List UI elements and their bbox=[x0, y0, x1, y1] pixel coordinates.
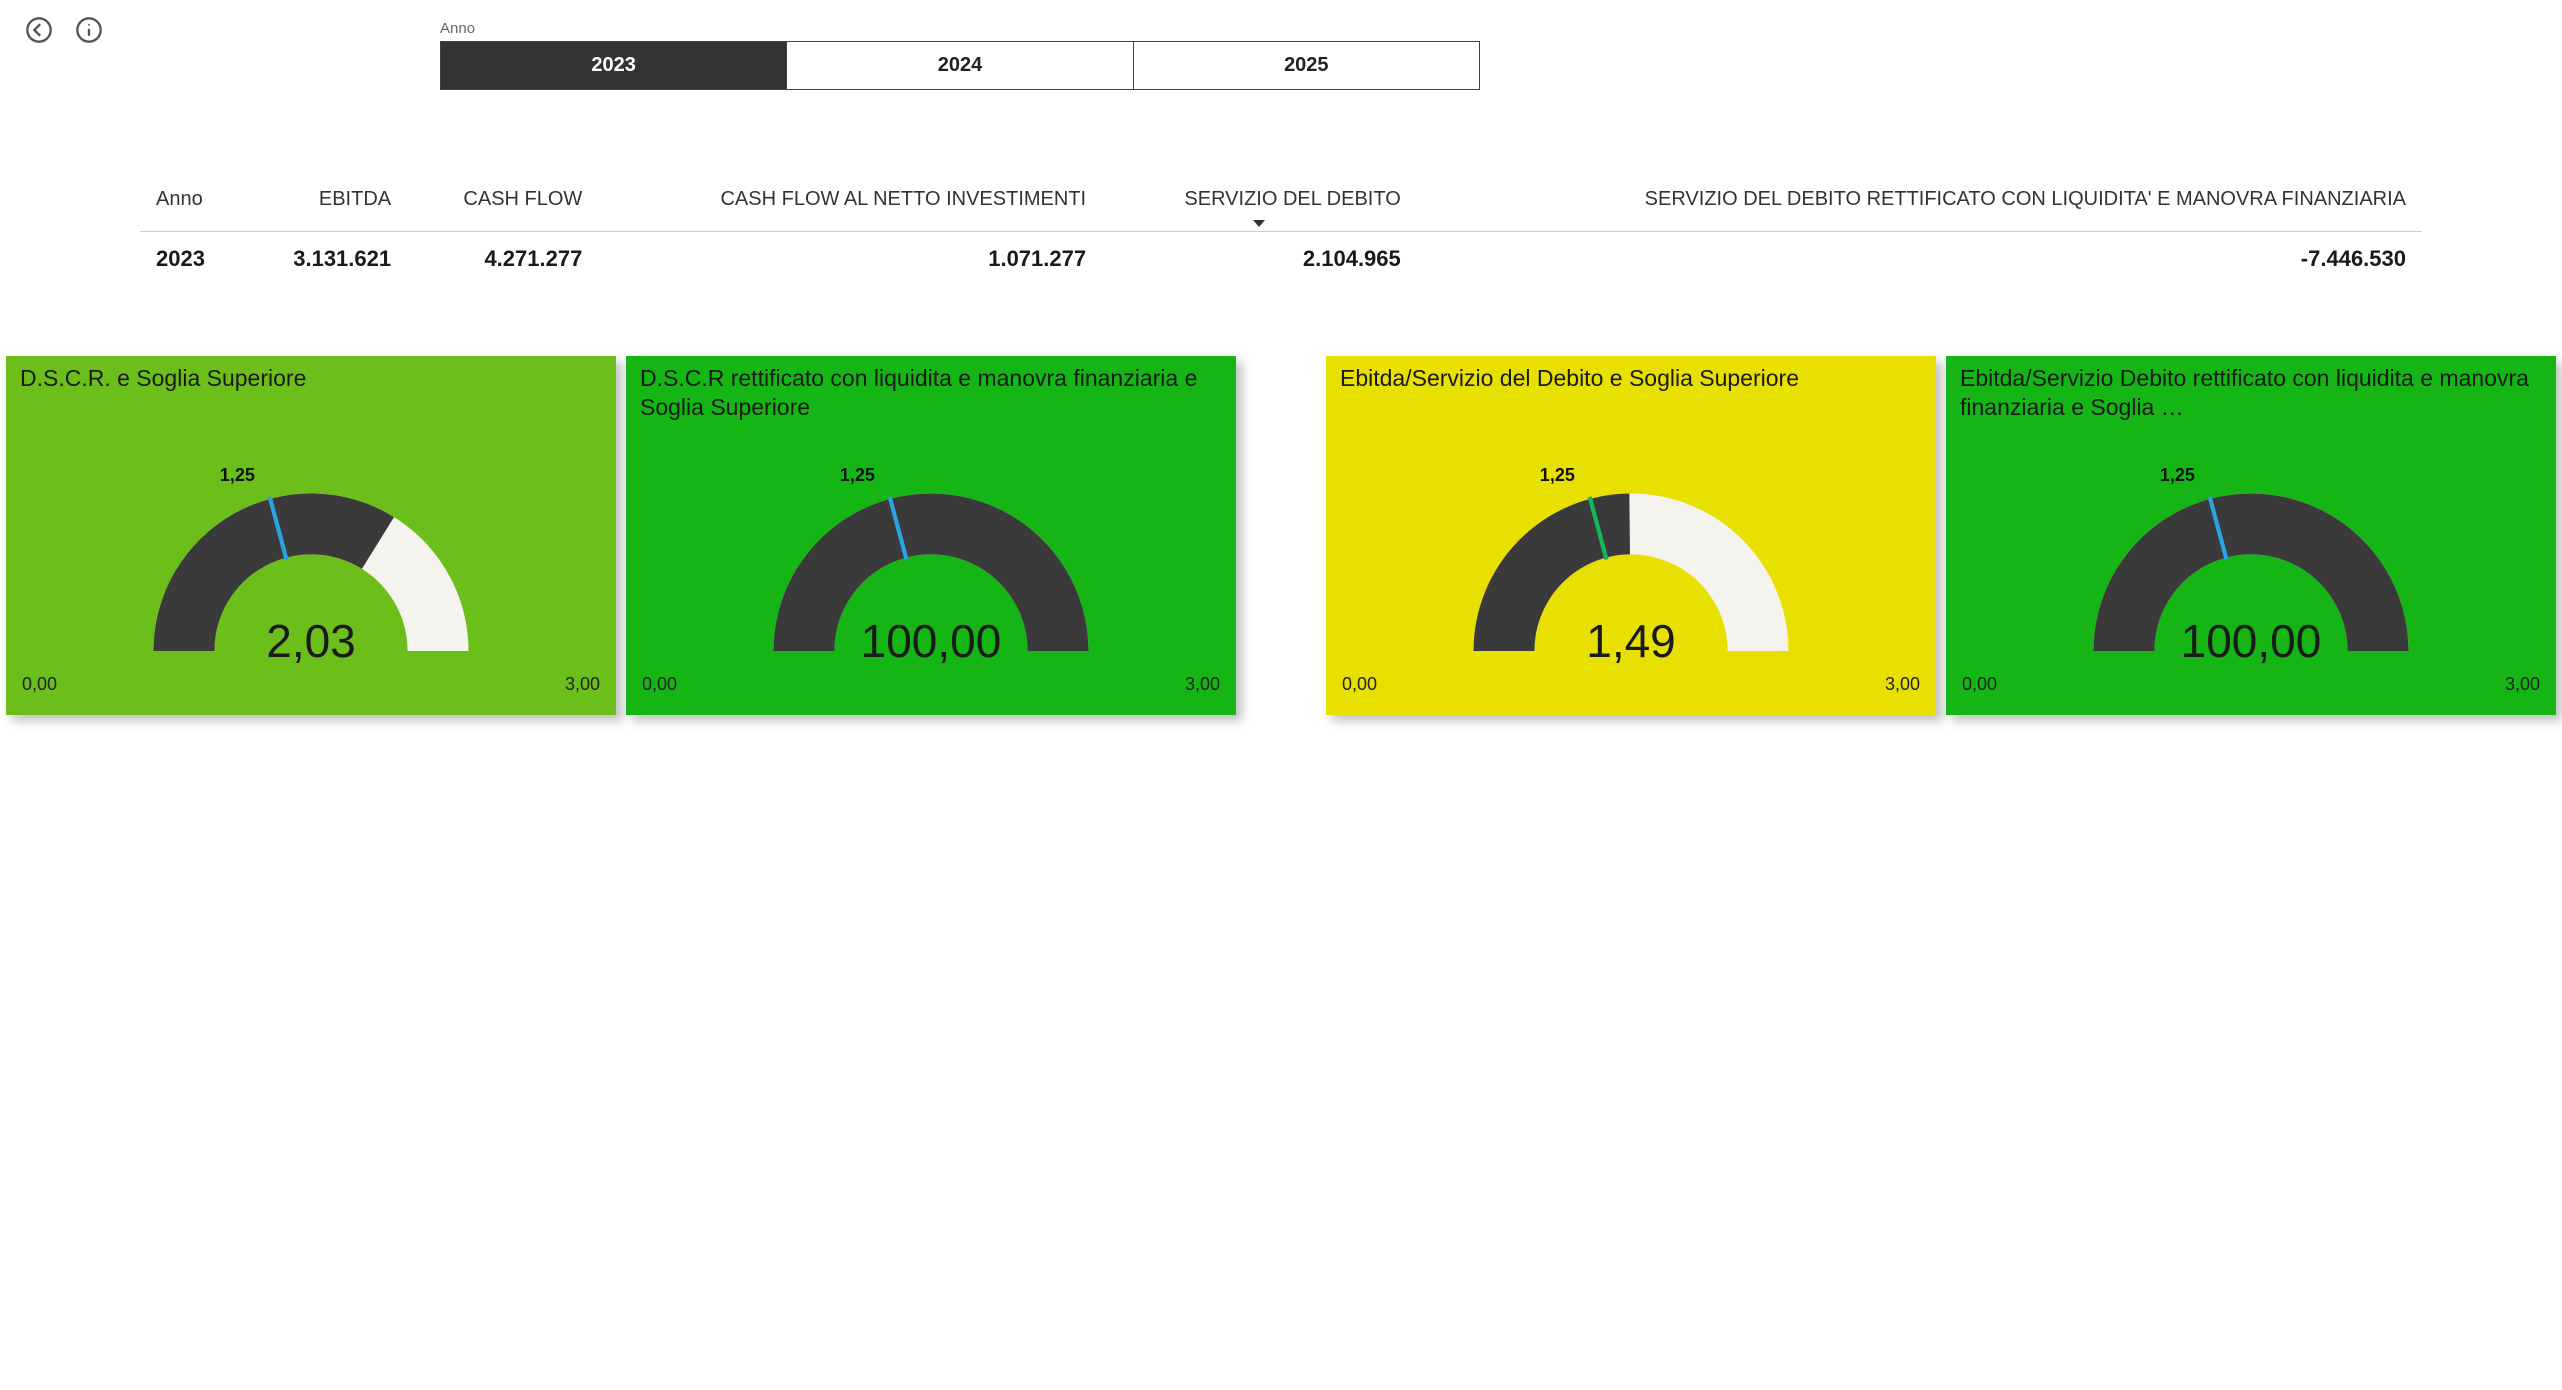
table-cell: 2023 bbox=[140, 232, 243, 287]
table-header[interactable]: SERVIZIO DEL DEBITO bbox=[1102, 180, 1417, 232]
gauge-max: 3,00 bbox=[2505, 674, 2540, 695]
table-cell: 2.104.965 bbox=[1102, 232, 1417, 287]
table-cell: 1.071.277 bbox=[598, 232, 1102, 287]
gauge-min: 0,00 bbox=[22, 674, 57, 695]
gauge-min: 0,00 bbox=[642, 674, 677, 695]
year-selector-region: Anno 202320242025 bbox=[440, 20, 1480, 90]
year-selector-label: Anno bbox=[440, 20, 1480, 37]
gauge-min-max: 0,00 3,00 bbox=[1956, 672, 2546, 695]
gauge-chart: 1,25 100,00 bbox=[1956, 452, 2546, 672]
info-icon bbox=[75, 16, 103, 44]
gauge-card[interactable]: D.S.C.R rettificato con liquidita e mano… bbox=[626, 356, 1236, 715]
gauge-title: D.S.C.R. e Soglia Superiore bbox=[16, 364, 606, 452]
gauge-min-max: 0,00 3,00 bbox=[1336, 672, 1926, 695]
gauge-title: Ebitda/Servizio del Debito e Soglia Supe… bbox=[1336, 364, 1926, 452]
gauge-min: 0,00 bbox=[1342, 674, 1377, 695]
table-header[interactable]: CASH FLOW bbox=[407, 180, 598, 232]
gauge-chart: 1,25 100,00 bbox=[636, 452, 1226, 672]
gauge-card[interactable]: Ebitda/Servizio Debito rettificato con l… bbox=[1946, 356, 2556, 715]
table-cell: -7.446.530 bbox=[1417, 232, 2422, 287]
gauge-threshold-label: 1,25 bbox=[2160, 465, 2195, 486]
gauge-max: 3,00 bbox=[1885, 674, 1920, 695]
gauge-value: 100,00 bbox=[636, 614, 1226, 668]
table-header[interactable]: SERVIZIO DEL DEBITO RETTIFICATO CON LIQU… bbox=[1417, 180, 2422, 232]
sort-caret-icon bbox=[1253, 220, 1265, 227]
gauge-gap bbox=[1246, 356, 1316, 715]
year-tab-2023[interactable]: 2023 bbox=[441, 42, 787, 89]
table-header[interactable]: EBITDA bbox=[243, 180, 408, 232]
gauge-card[interactable]: D.S.C.R. e Soglia Superiore 1,25 2,03 0,00 3… bbox=[6, 356, 616, 715]
table-row[interactable]: 20233.131.6214.271.2771.071.2772.104.965… bbox=[140, 232, 2422, 287]
table-cell: 4.271.277 bbox=[407, 232, 598, 287]
gauge-title: Ebitda/Servizio Debito rettificato con l… bbox=[1956, 364, 2546, 452]
gauge-value: 100,00 bbox=[1956, 614, 2546, 668]
gauge-chart: 1,25 1,49 bbox=[1336, 452, 1926, 672]
gauge-title: D.S.C.R rettificato con liquidita e mano… bbox=[636, 364, 1226, 452]
table-header[interactable]: Anno bbox=[140, 180, 243, 232]
table-cell: 3.131.621 bbox=[243, 232, 408, 287]
year-selector: 202320242025 bbox=[440, 41, 1480, 90]
year-tab-2024[interactable]: 2024 bbox=[787, 42, 1133, 89]
back-button[interactable] bbox=[22, 13, 56, 47]
dashboard-root: Anno 202320242025 AnnoEBITDACASH FLOWCAS… bbox=[0, 0, 2562, 715]
gauge-min-max: 0,00 3,00 bbox=[16, 672, 606, 695]
back-arrow-icon bbox=[25, 16, 53, 44]
gauge-threshold-label: 1,25 bbox=[1540, 465, 1575, 486]
table-header[interactable]: CASH FLOW AL NETTO INVESTIMENTI bbox=[598, 180, 1102, 232]
gauge-value: 1,49 bbox=[1336, 614, 1926, 668]
year-tab-2025[interactable]: 2025 bbox=[1134, 42, 1479, 89]
gauge-max: 3,00 bbox=[1185, 674, 1220, 695]
gauges-row: D.S.C.R. e Soglia Superiore 1,25 2,03 0,00 3… bbox=[6, 356, 2556, 715]
gauge-threshold-label: 1,25 bbox=[220, 465, 255, 486]
gauge-min: 0,00 bbox=[1962, 674, 1997, 695]
gauge-value: 2,03 bbox=[16, 614, 606, 668]
gauge-min-max: 0,00 3,00 bbox=[636, 672, 1226, 695]
metrics-table: AnnoEBITDACASH FLOWCASH FLOW AL NETTO IN… bbox=[140, 180, 2422, 286]
info-button[interactable] bbox=[72, 13, 106, 47]
gauge-card[interactable]: Ebitda/Servizio del Debito e Soglia Supe… bbox=[1326, 356, 1936, 715]
gauge-chart: 1,25 2,03 bbox=[16, 452, 606, 672]
gauge-threshold-label: 1,25 bbox=[840, 465, 875, 486]
metrics-table-region: AnnoEBITDACASH FLOWCASH FLOW AL NETTO IN… bbox=[140, 180, 2422, 286]
gauge-max: 3,00 bbox=[565, 674, 600, 695]
